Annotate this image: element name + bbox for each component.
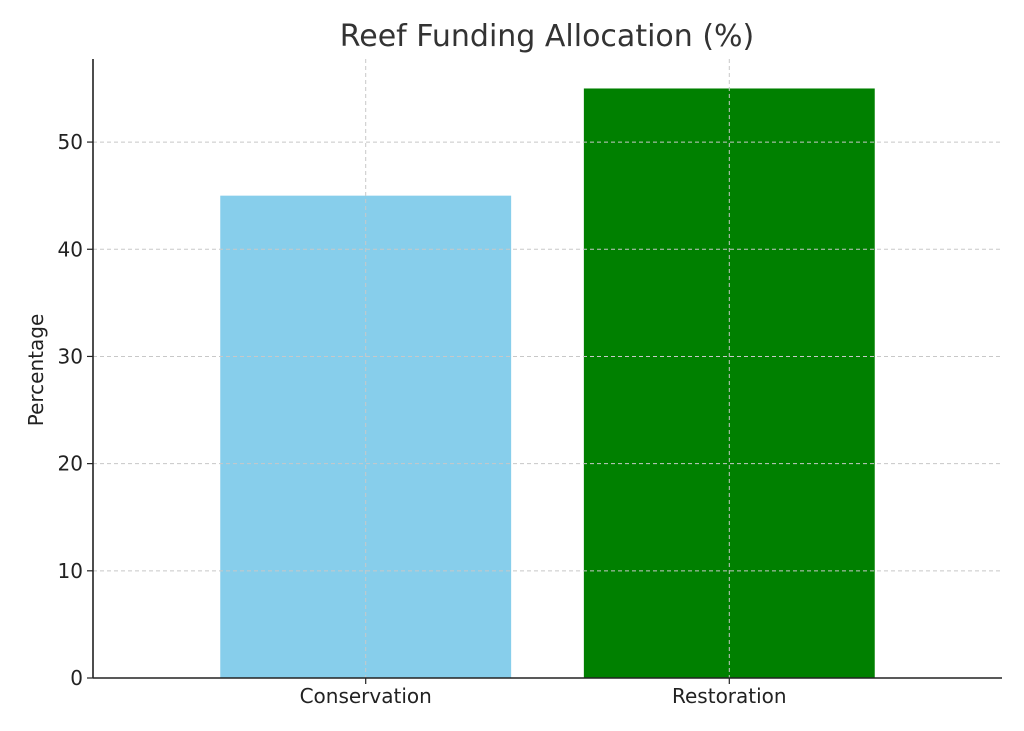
y-tick-label: 20 (58, 452, 83, 476)
chart-title: Reef Funding Allocation (%) (340, 19, 754, 54)
y-tick-label: 0 (70, 666, 83, 690)
y-tick-label: 40 (58, 237, 83, 261)
y-tick-label: 30 (58, 344, 83, 368)
plot-area: 0 10 20 30 40 50 Conservation Restoration (58, 59, 1002, 708)
y-axis-label: Percentage (24, 314, 48, 427)
x-tick-label: Restoration (672, 684, 787, 708)
y-tick-label: 50 (58, 130, 83, 154)
y-tick-label: 10 (58, 559, 83, 583)
x-tick-label: Conservation (300, 684, 432, 708)
